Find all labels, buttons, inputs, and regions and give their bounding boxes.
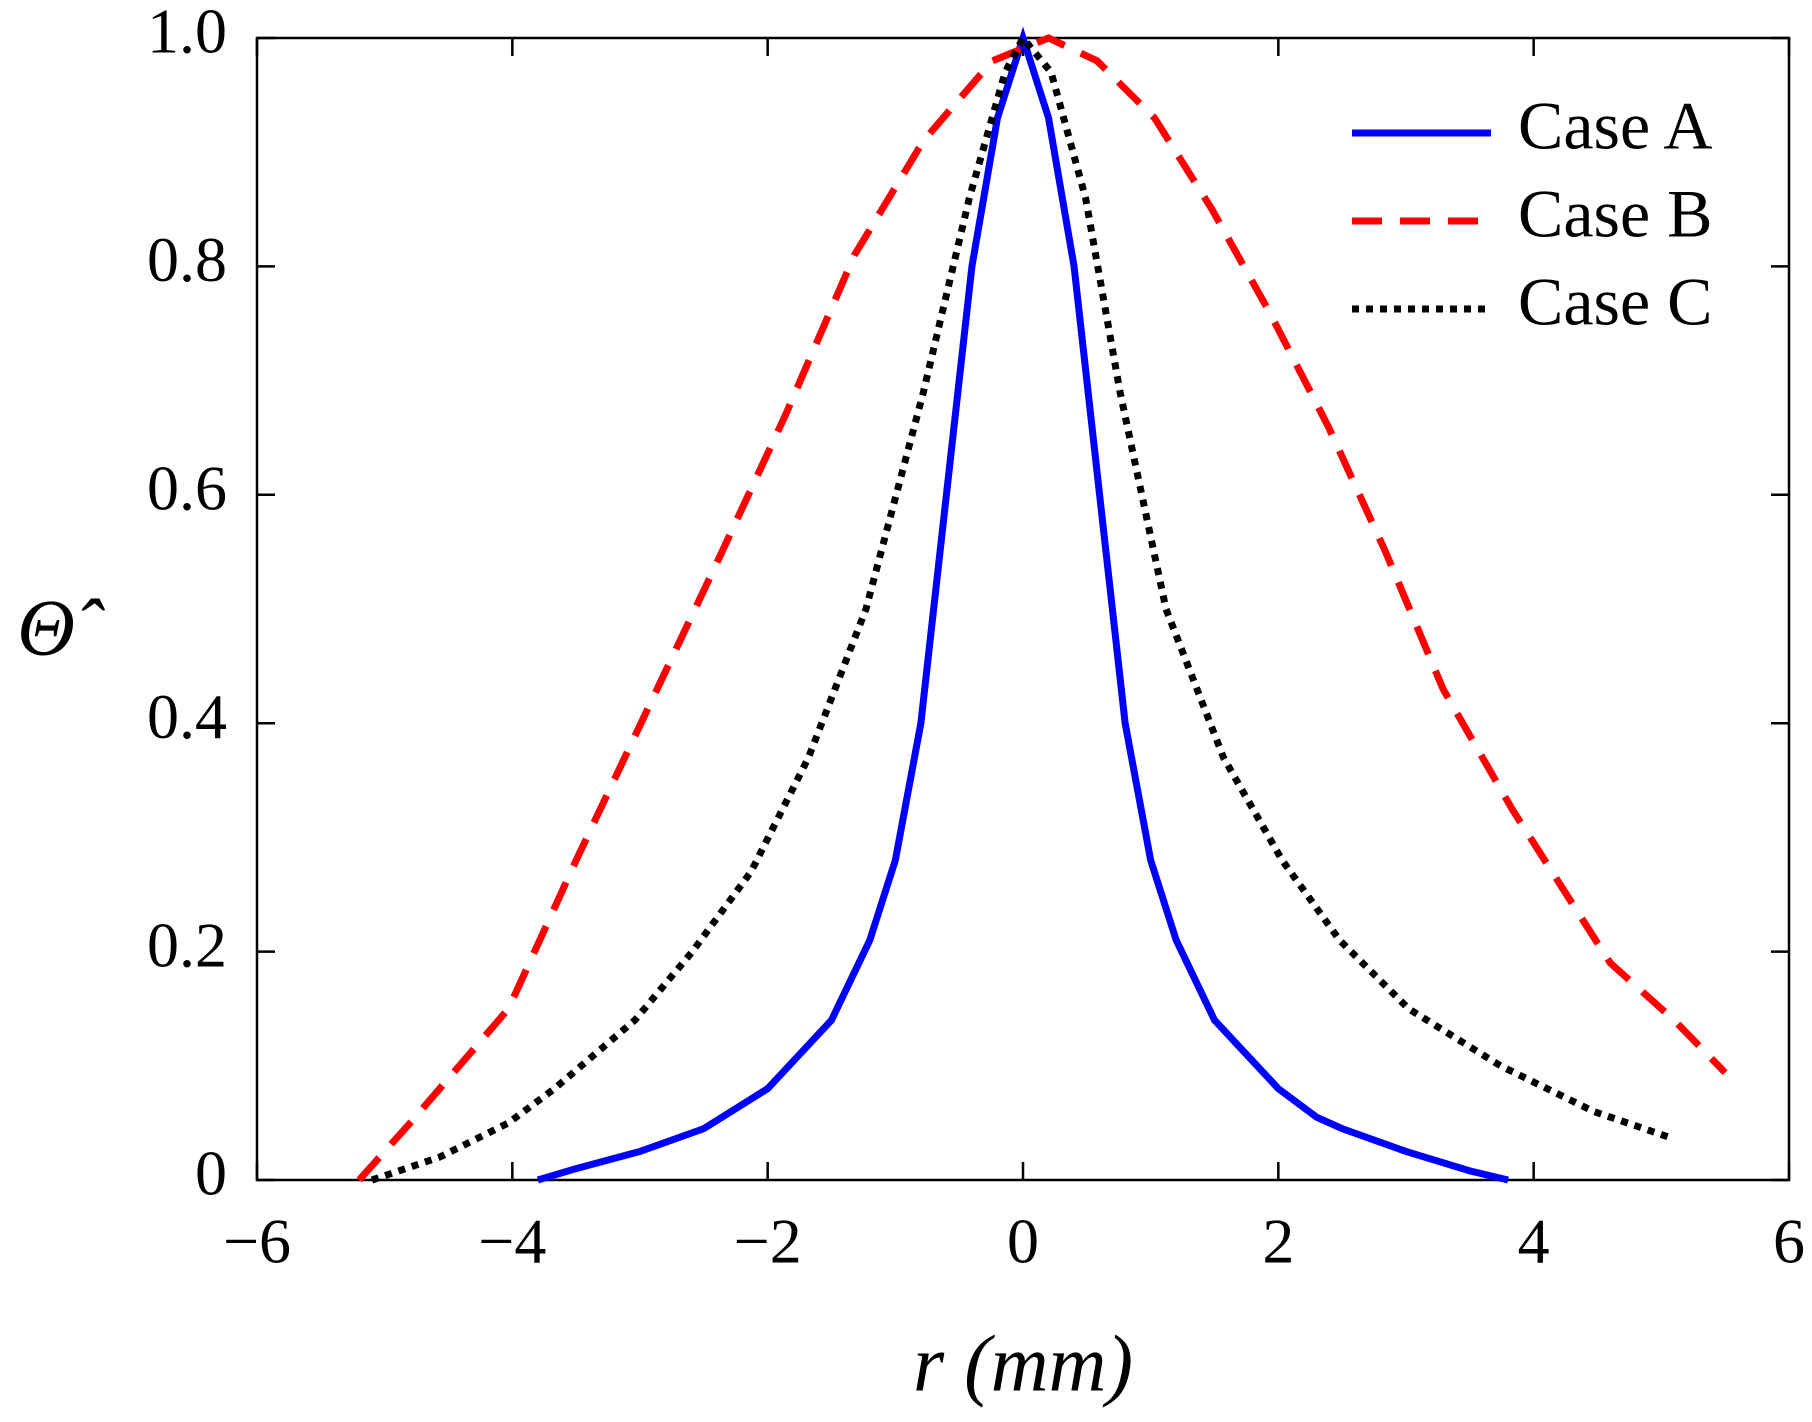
x-tick-label: 0 <box>1007 1206 1039 1277</box>
legend-label: Case C <box>1518 264 1713 340</box>
y-tick-label: 0.4 <box>147 681 227 752</box>
legend-label: Case A <box>1518 88 1713 164</box>
series-line <box>370 31 1676 1184</box>
x-tick-label: 6 <box>1773 1206 1805 1277</box>
y-tick-label: 0.6 <box>147 452 227 523</box>
y-tick-label: 1.0 <box>147 0 227 67</box>
series-line <box>356 34 1728 1183</box>
y-axis-label: Θ̂ <box>17 584 105 672</box>
x-axis-label: r (mm) <box>913 1320 1133 1408</box>
y-tick-label: 0.8 <box>147 224 227 295</box>
x-tick-label: 4 <box>1518 1206 1550 1277</box>
legend-label: Case B <box>1518 176 1713 252</box>
x-tick-label: 2 <box>1262 1206 1294 1277</box>
x-tick-label: −6 <box>223 1206 291 1277</box>
x-tick-label: −4 <box>478 1206 546 1277</box>
y-tick-label: 0.2 <box>147 909 227 980</box>
x-tick-label: −2 <box>734 1206 802 1277</box>
series-line <box>536 26 1509 1184</box>
y-tick-label: 0 <box>195 1138 227 1209</box>
